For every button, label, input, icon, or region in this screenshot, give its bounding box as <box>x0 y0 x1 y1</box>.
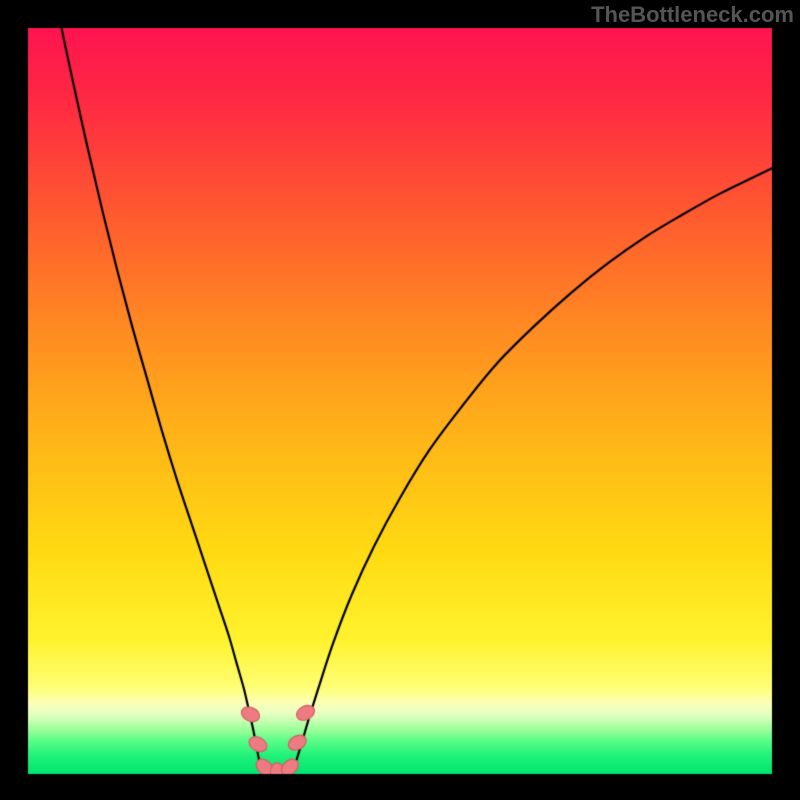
watermark-label: TheBottleneck.com <box>591 2 794 28</box>
bottleneck-curve-chart <box>0 0 800 800</box>
chart-stage: TheBottleneck.com <box>0 0 800 800</box>
